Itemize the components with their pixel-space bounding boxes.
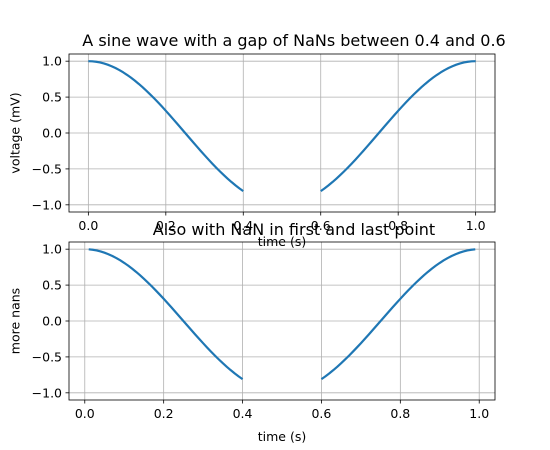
bottom-grid [69, 242, 495, 400]
bottom-y-tick-label-4: −1.0 [32, 385, 62, 400]
bottom-x-tick-label-1: 0.2 [154, 406, 174, 421]
bottom-x-tick-label-3: 0.6 [311, 406, 331, 421]
top-y-tick-label-2: 0.0 [42, 126, 62, 141]
top-x-tick-label-0: 0.0 [78, 218, 98, 233]
top-x-axis-label: time (s) [258, 234, 306, 249]
top-grid [69, 54, 495, 212]
bottom-x-tick-label-4: 0.8 [390, 406, 410, 421]
top-ticks: 0.0 0.2 0.4 0.6 0.8 1.0 1.0 0.5 0.0 −0.5 −1.0 [32, 54, 486, 233]
bottom-y-tick-label-0: 1.0 [42, 242, 62, 257]
top-y-tick-label-3: −0.5 [32, 161, 62, 176]
bottom-x-tick-label-5: 1.0 [469, 406, 489, 421]
bottom-x-tick-label-0: 0.0 [75, 406, 95, 421]
bottom-series [88, 248, 476, 381]
top-x-tick-label-1: 0.2 [156, 218, 176, 233]
bottom-subplot: 0.0 0.2 0.4 0.6 0.8 1.0 1.0 0.5 0.0 −0.5 −1.0 time… [8, 220, 496, 444]
top-series [88, 60, 476, 192]
bottom-y-axis-label: more nans [8, 288, 23, 354]
top-chart-title: A sine wave with a gap of NaNs between 0… [82, 31, 505, 50]
top-y-axis-label: voltage (mV) [8, 92, 23, 173]
bottom-ticks: 0.0 0.2 0.4 0.6 0.8 1.0 1.0 0.5 0.0 −0.5 −1.0 [32, 242, 490, 421]
top-y-tick-label-1: 0.5 [42, 90, 62, 105]
top-subplot: 0.0 0.2 0.4 0.6 0.8 1.0 1.0 0.5 0.0 −0.5 −1.0 time… [8, 31, 506, 249]
top-y-tick-label-0: 1.0 [42, 54, 62, 69]
bottom-x-axis-label: time (s) [258, 429, 306, 444]
bottom-y-tick-label-3: −0.5 [32, 349, 62, 364]
bottom-series-0-segment-1 [320, 248, 476, 381]
bottom-y-tick-label-1: 0.5 [42, 278, 62, 293]
bottom-x-tick-label-2: 0.4 [233, 406, 253, 421]
top-y-tick-label-4: −1.0 [32, 197, 62, 212]
bottom-series-0-segment-0 [88, 248, 244, 381]
top-series-0-segment-1 [320, 60, 476, 192]
top-x-tick-label-5: 1.0 [466, 218, 486, 233]
top-x-tick-label-2: 0.4 [233, 218, 253, 233]
bottom-y-tick-label-2: 0.0 [42, 314, 62, 329]
top-x-tick-label-3: 0.6 [311, 218, 331, 233]
bottom-chart-title: Also with NaN in first and last point [153, 220, 435, 239]
top-x-tick-label-4: 0.8 [388, 218, 408, 233]
top-series-0-segment-0 [88, 60, 244, 192]
